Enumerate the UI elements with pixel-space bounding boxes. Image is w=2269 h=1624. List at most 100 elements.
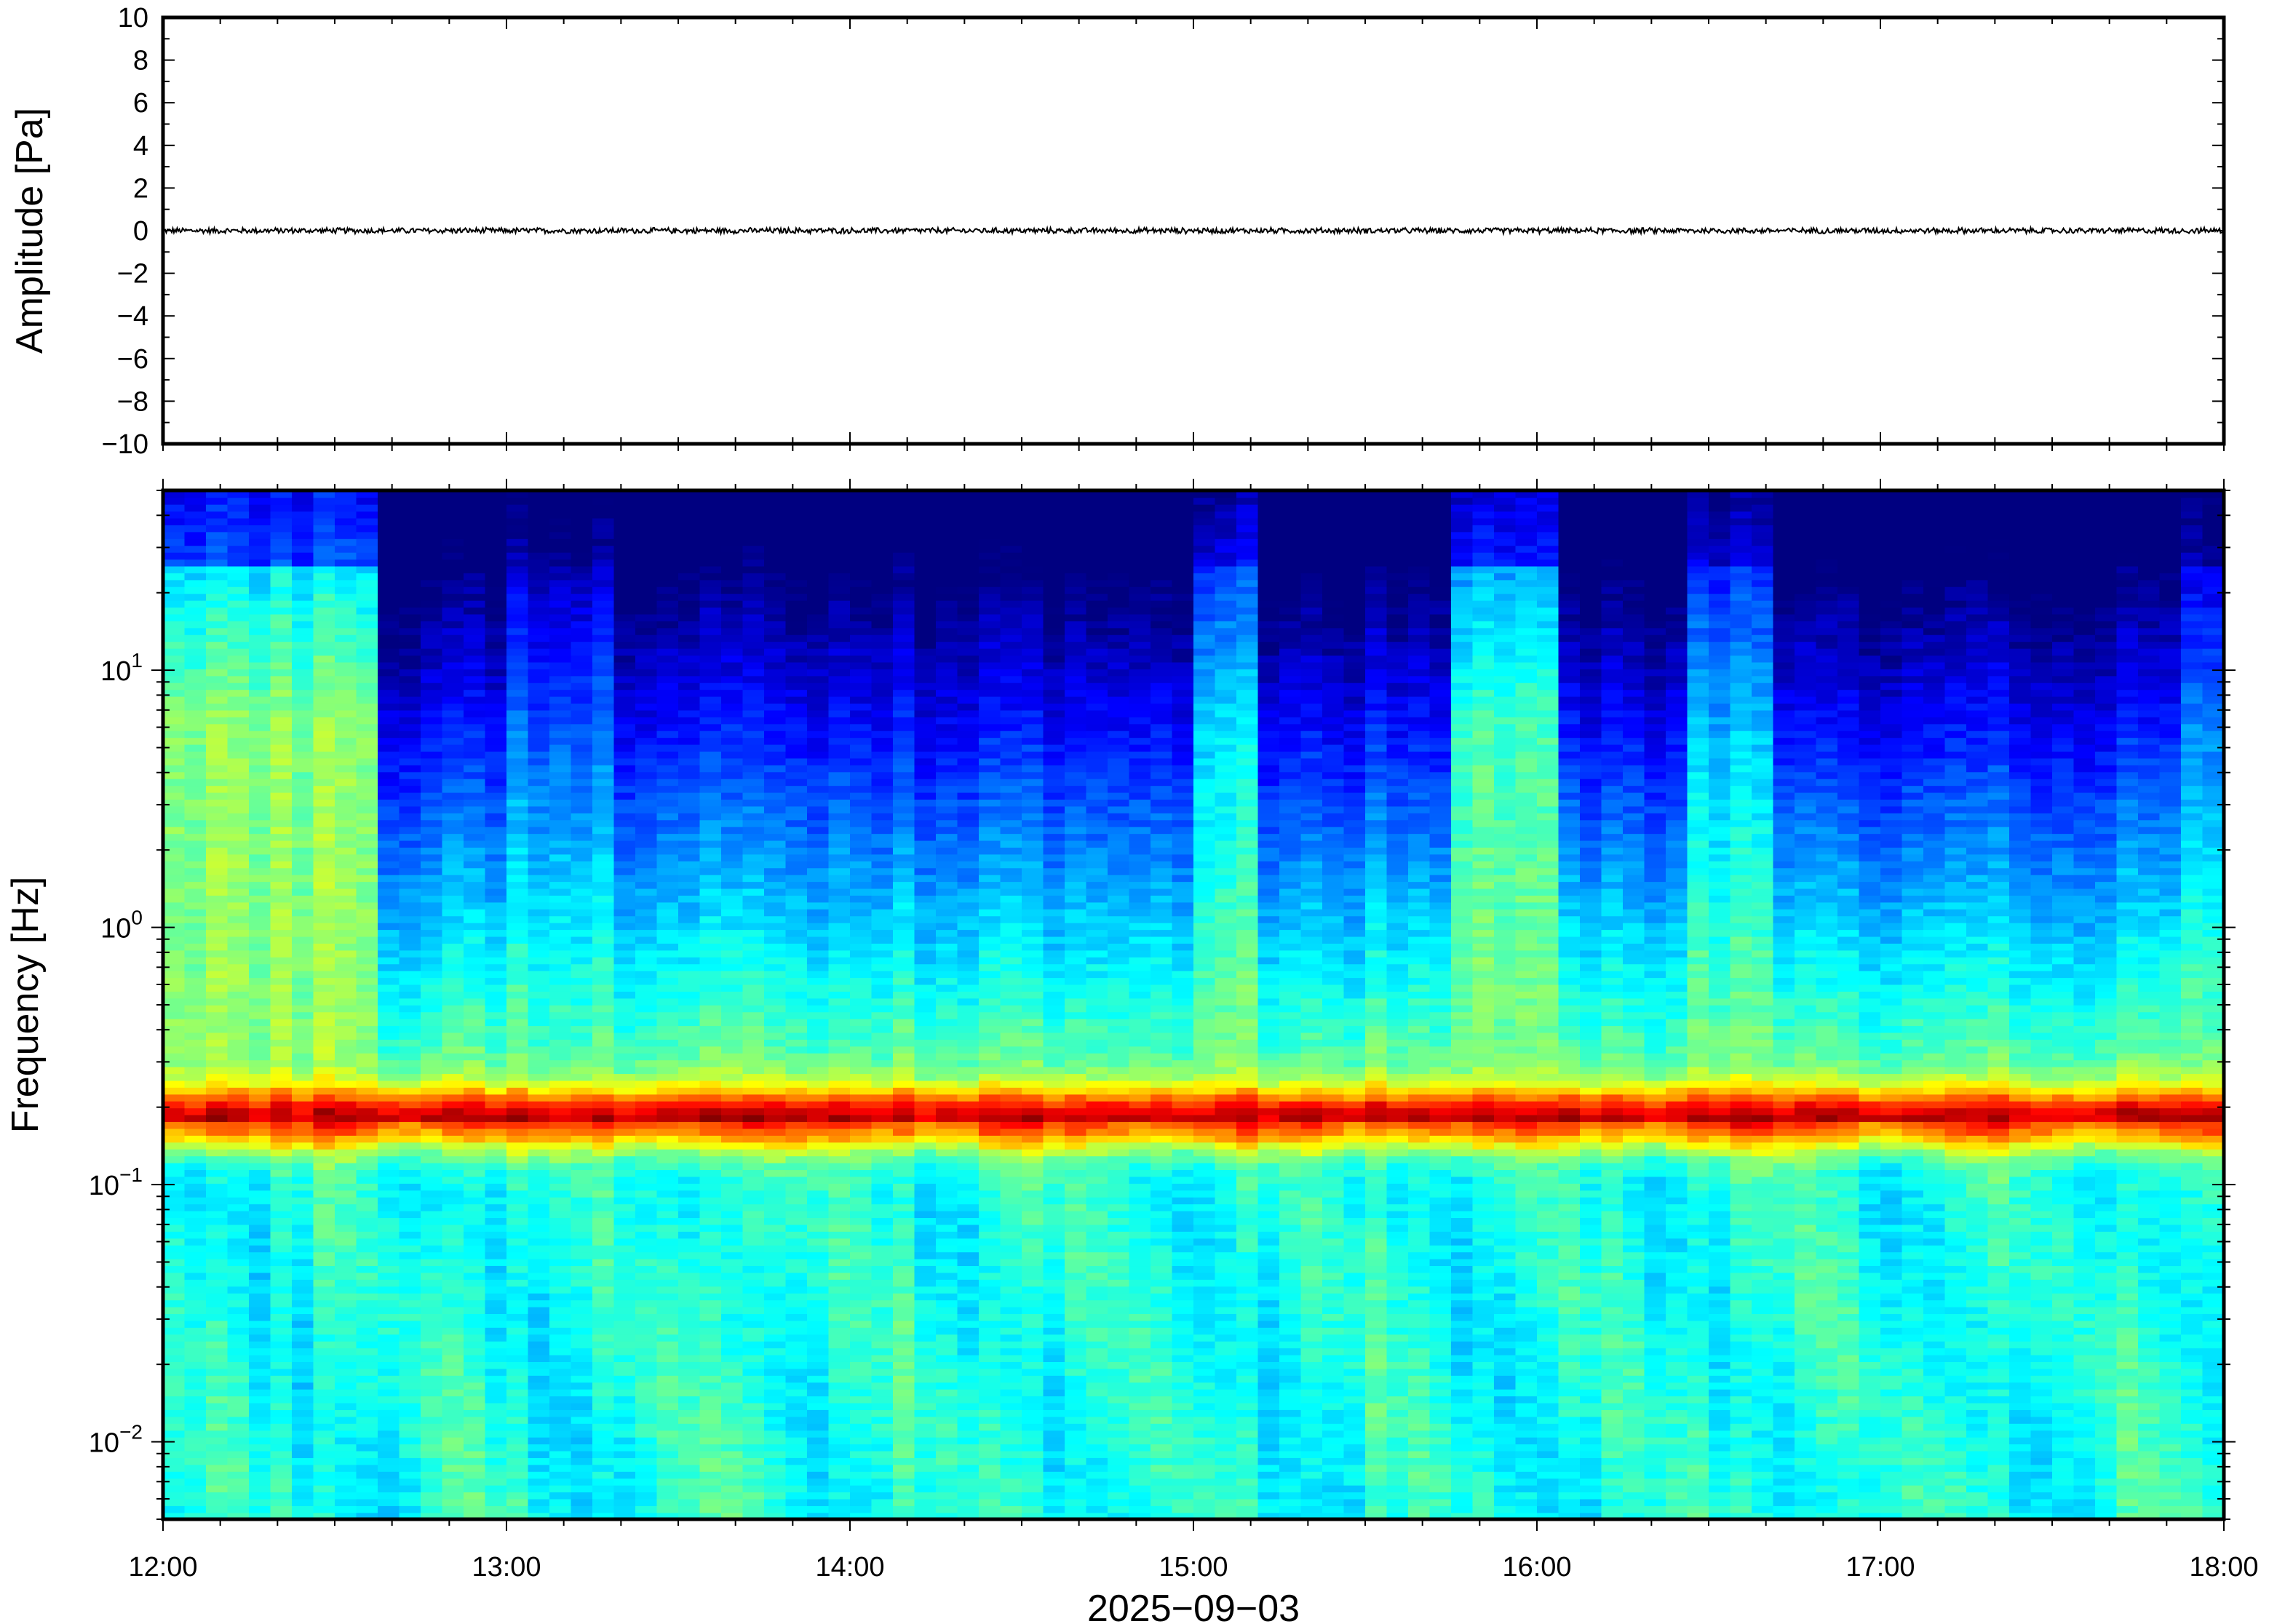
spectrogram-cell	[378, 1142, 400, 1150]
spectrogram-cell	[635, 511, 658, 519]
spectrogram-cell	[571, 881, 593, 889]
spectrogram-cell	[292, 1265, 314, 1273]
spectrogram-cell	[270, 1368, 293, 1376]
spectrogram-cell	[528, 675, 550, 683]
spectrogram-cell	[249, 1423, 271, 1431]
spectrogram-cell	[549, 1272, 572, 1280]
spectrogram-cell	[421, 1416, 443, 1424]
spectrogram-cell	[227, 1299, 250, 1307]
spectrogram-cell	[378, 586, 400, 594]
spectrogram-cell	[184, 1196, 207, 1205]
spectrogram-cell	[721, 895, 744, 903]
spectrogram-cell	[313, 901, 335, 909]
spectrogram-cell	[378, 579, 400, 587]
spectrogram-cell	[270, 490, 293, 498]
spectrogram-cell	[335, 847, 357, 855]
spectrogram-cell	[292, 1492, 314, 1500]
spectrogram-cell	[184, 1210, 207, 1219]
spectrogram-cell	[206, 689, 229, 697]
spectrogram-cell	[378, 970, 400, 979]
spectrogram-cell	[270, 709, 293, 717]
spectrogram-cell	[528, 497, 550, 505]
spectrogram-cell	[592, 675, 615, 683]
spectrogram-cell	[828, 1279, 851, 1287]
spectrogram-cell	[421, 1005, 443, 1013]
spectrogram-cell	[356, 682, 378, 690]
spectrogram-cell	[378, 1032, 400, 1040]
spectrogram-cell	[399, 1011, 421, 1019]
spectrogram-cell	[506, 497, 529, 505]
spectrogram-cell	[699, 1148, 722, 1157]
spectrogram-cell	[764, 813, 787, 821]
spectrogram-cell	[592, 1190, 615, 1198]
spectrogram-cell	[613, 984, 636, 992]
spectrogram-cell	[699, 1018, 722, 1027]
spectrogram-cell	[227, 1450, 250, 1458]
spectrogram-cell	[485, 1450, 507, 1458]
spectrogram-cell	[442, 901, 464, 909]
spectrogram-cell	[506, 1334, 529, 1342]
spectrogram-cell	[635, 1388, 658, 1397]
spectrogram-cell	[292, 503, 314, 512]
spectrogram-cell	[313, 1176, 335, 1184]
spectrogram-cell	[184, 1423, 207, 1431]
spectrogram-cell	[742, 490, 765, 498]
spectrogram-cell	[356, 1471, 378, 1479]
spectrogram-cell	[506, 1162, 529, 1171]
spectrogram-cell	[571, 1190, 593, 1198]
spectrogram-cell	[699, 723, 722, 731]
spectrogram-cell	[335, 813, 357, 821]
spectrogram-cell	[184, 1457, 207, 1465]
spectrogram-cell	[206, 984, 229, 992]
spectrogram-cell	[356, 538, 378, 546]
spectrogram-cell	[184, 627, 207, 635]
spectrogram-cell	[421, 991, 443, 999]
spectrogram-cell	[421, 819, 443, 827]
spectrogram-cell	[378, 675, 400, 683]
spectrogram-cell	[635, 1272, 658, 1280]
spectrogram-cell	[206, 771, 229, 779]
spectrogram-cell	[227, 648, 250, 656]
spectrogram-cell	[592, 709, 615, 717]
spectrogram-cell	[828, 1107, 851, 1115]
spectrogram-cell	[356, 655, 378, 663]
spectrogram-cell	[592, 1087, 615, 1095]
spectrogram-cell	[549, 730, 572, 739]
spectrogram-cell	[292, 840, 314, 848]
spectrogram-cell	[506, 696, 529, 704]
spectrogram-cell	[206, 1361, 229, 1369]
spectrogram-cell	[399, 600, 421, 608]
spectrogram-cell	[764, 655, 787, 663]
spectrogram-cell	[828, 1196, 851, 1205]
spectrogram-cell	[485, 1032, 507, 1040]
spectrogram-cell	[313, 1121, 335, 1129]
spectrogram-cell	[592, 977, 615, 985]
spectrogram-cell	[335, 792, 357, 800]
spectrogram-cell	[764, 675, 787, 683]
spectrogram-cell	[184, 511, 207, 519]
spectrogram-cell	[506, 717, 529, 725]
spectrogram-cell	[442, 1396, 464, 1404]
spectrogram-cell	[807, 1100, 830, 1109]
spectrogram-cell	[356, 888, 378, 896]
spectrogram-cell	[292, 757, 314, 765]
spectrogram-cell	[399, 703, 421, 711]
spectrogram-cell	[227, 1388, 250, 1397]
spectrogram-cell	[506, 1025, 529, 1033]
spectrogram-cell	[292, 785, 314, 793]
spectrogram-cell	[163, 765, 186, 773]
spectrogram-cell	[592, 1128, 615, 1136]
spectrogram-cell	[270, 1190, 293, 1198]
spectrogram-cell	[785, 1498, 808, 1506]
spectrogram-cell	[506, 1114, 529, 1123]
spectrogram-cell	[592, 1046, 615, 1054]
spectrogram-cell	[699, 757, 722, 765]
spectrogram-cell	[807, 1313, 830, 1321]
spectrogram-cell	[807, 1306, 830, 1314]
spectrogram-cell	[485, 600, 507, 608]
spectrogram-cell	[163, 1059, 186, 1067]
spectrogram-cell	[528, 682, 550, 690]
spectrogram-cell	[163, 915, 186, 923]
spectrogram-cell	[721, 1505, 744, 1513]
spectrogram-cell	[442, 1176, 464, 1184]
